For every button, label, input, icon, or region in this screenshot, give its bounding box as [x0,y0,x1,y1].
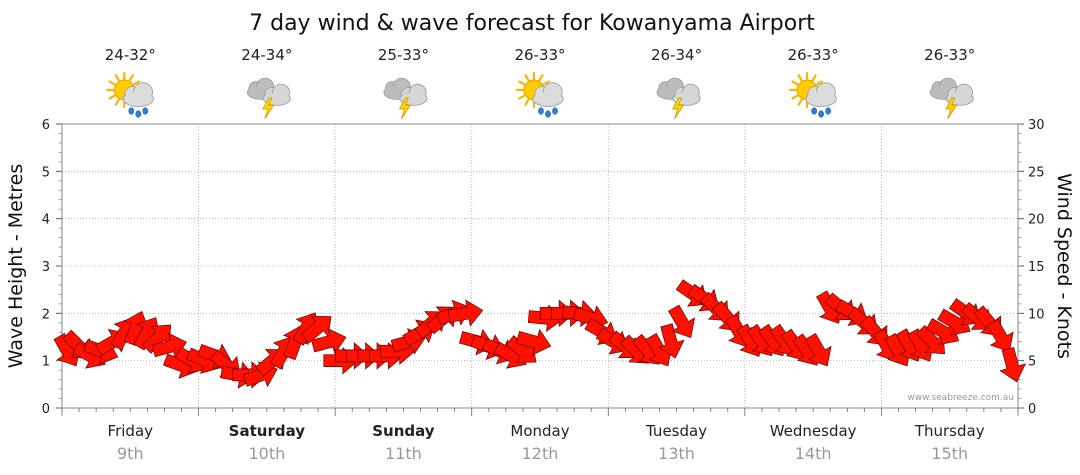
sun-ray [811,74,817,82]
sun-ray [524,98,530,106]
day-name-label: Wednesday [770,422,857,440]
left-tick-label: 5 [42,165,50,180]
wind-arrow [505,335,537,363]
temperature-labels: 24-32° 24-34° 25-33° 26-33° 26-34° 26-33° 26-3… [105,46,976,64]
sun-ray [538,74,544,82]
temperature-label: 24-32° [105,46,156,64]
temperature-label: 26-33° [924,46,975,64]
right-tick-label: 25 [1028,165,1045,180]
sun-ray [114,74,120,82]
wind-arrow [999,346,1027,383]
sun-ray [791,94,799,100]
right-axis-title: Wind Speed - Knots [1053,173,1075,359]
day-date-label: 14th [795,444,832,463]
credit-label: www.seabreeze.com.au [907,393,1014,403]
sun-ray [797,98,803,106]
sun-ray [108,80,116,86]
sun-cloud-rain-icon [106,71,154,118]
temperature-label: 25-33° [378,46,429,64]
temperature-label: 26-33° [514,46,565,64]
day-date-label: 11th [385,444,422,463]
day-name-label: Sunday [372,422,435,440]
cloud-thunder-icon [656,77,701,120]
left-tick-label: 0 [42,402,50,417]
rain-drop [818,110,824,118]
sun-ray [518,80,526,86]
rain-drop [142,107,149,115]
rain-drop [538,107,544,115]
cloud-fill [124,92,153,106]
rain-drop [135,110,142,118]
right-tick-label: 0 [1028,402,1036,417]
sun-cloud-rain-icon [515,71,564,118]
wind-arrows [53,279,1027,389]
right-tick-label: 30 [1028,118,1045,133]
left-axis-title: Wave Height - Metres [5,164,27,368]
lightning-bolt [398,97,412,120]
right-tick-label: 15 [1028,260,1045,275]
day-date-label: 10th [248,444,285,463]
wind-arrow [804,332,832,367]
cloud-thunder-icon [383,77,428,120]
lightning-bolt [945,97,958,120]
wind-arrow [447,299,484,327]
rain-drop [811,107,817,115]
left-tick-label: 3 [42,260,50,275]
day-date-label: 12th [522,444,559,463]
sun-ray [797,74,803,82]
temperature-label: 26-33° [788,46,839,64]
wind-arrow [658,323,685,359]
left-tick-label: 1 [42,355,50,370]
sun-ray [108,94,116,100]
day-date-label: 9th [117,444,144,463]
left-tick-label: 4 [42,213,50,228]
left-tick-label: 6 [42,118,50,133]
rain-drop [545,110,551,118]
cloud-fill [806,92,836,106]
right-tick-label: 10 [1028,307,1045,322]
sun-ray [114,98,120,106]
sun-ray [542,80,550,86]
temperature-label: 26-34° [651,46,702,64]
sun-ray [524,74,530,82]
day-name-label: Saturday [229,422,306,440]
wind-arrow [668,304,696,338]
rain-drop [825,107,831,115]
left-y-axis: 0 1 2 3 4 5 6 [42,118,62,417]
left-tick-label: 2 [42,307,50,322]
chart-title: 7 day wind & wave forecast for Kowanyama… [249,11,815,36]
day-name-label: Monday [510,422,569,440]
lightning-bolt [262,97,275,120]
day-name-label: Thursday [914,422,985,440]
sun-ray [815,80,823,86]
day-date-label: 13th [658,444,695,463]
sun-ray [518,94,526,100]
cloud-thunder-icon [929,77,974,120]
day-date-label: 15th [931,444,968,463]
wind-arrow [515,328,552,356]
sun-ray [128,74,134,82]
sun-ray [791,80,799,86]
right-tick-label: 20 [1028,213,1045,228]
lightning-bolt [671,97,685,120]
day-name-label: Friday [108,422,154,440]
rain-drop [552,107,558,115]
wind-arrow [915,324,945,355]
day-labels: Friday 9th Saturday 10th Sunday 11th Monday 12t… [108,422,985,463]
wind-arrow [311,327,347,355]
right-tick-label: 5 [1028,355,1036,370]
cloud-fill [533,92,563,106]
x-axis [61,408,1019,416]
temperature-label: 24-34° [241,46,292,64]
sun-cloud-rain-icon [789,71,837,118]
weather-icons [106,71,974,120]
rain-drop [128,107,135,115]
right-y-axis: 0 5 10 15 20 25 30 [1018,118,1045,417]
sun-ray [132,80,141,86]
cloud-thunder-icon [246,77,291,120]
wind-arrow [986,318,1014,353]
day-name-label: Tuesday [645,422,707,440]
